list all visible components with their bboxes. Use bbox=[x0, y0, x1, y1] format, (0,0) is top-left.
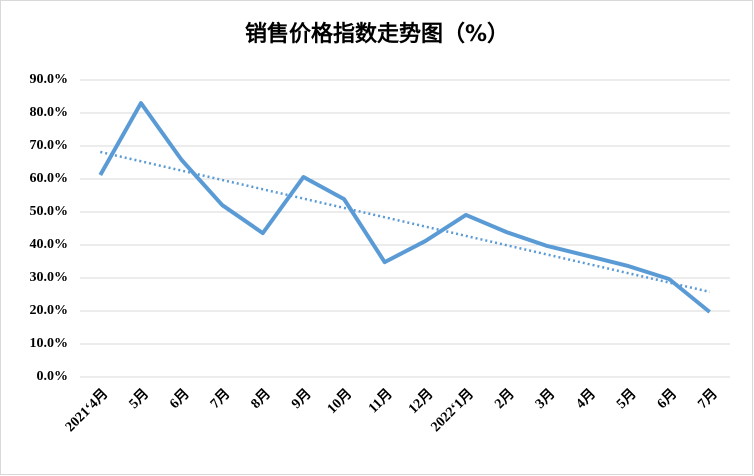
y-tick-label: 80.0% bbox=[30, 105, 69, 120]
y-tick-label: 30.0% bbox=[30, 270, 69, 285]
y-tick-label: 0.0% bbox=[37, 369, 69, 384]
y-tick-label: 60.0% bbox=[30, 171, 69, 186]
trend-line bbox=[100, 150, 710, 294]
y-tick-label: 70.0% bbox=[30, 138, 69, 153]
y-tick-label: 50.0% bbox=[30, 204, 69, 219]
y-tick-label: 90.0% bbox=[30, 72, 69, 87]
y-tick-label: 40.0% bbox=[30, 237, 69, 252]
data-line bbox=[98, 101, 711, 314]
y-tick-label: 20.0% bbox=[30, 303, 69, 318]
chart-title: 销售价格指数走势图（%） bbox=[245, 21, 509, 47]
y-tick-label: 10.0% bbox=[30, 336, 69, 351]
